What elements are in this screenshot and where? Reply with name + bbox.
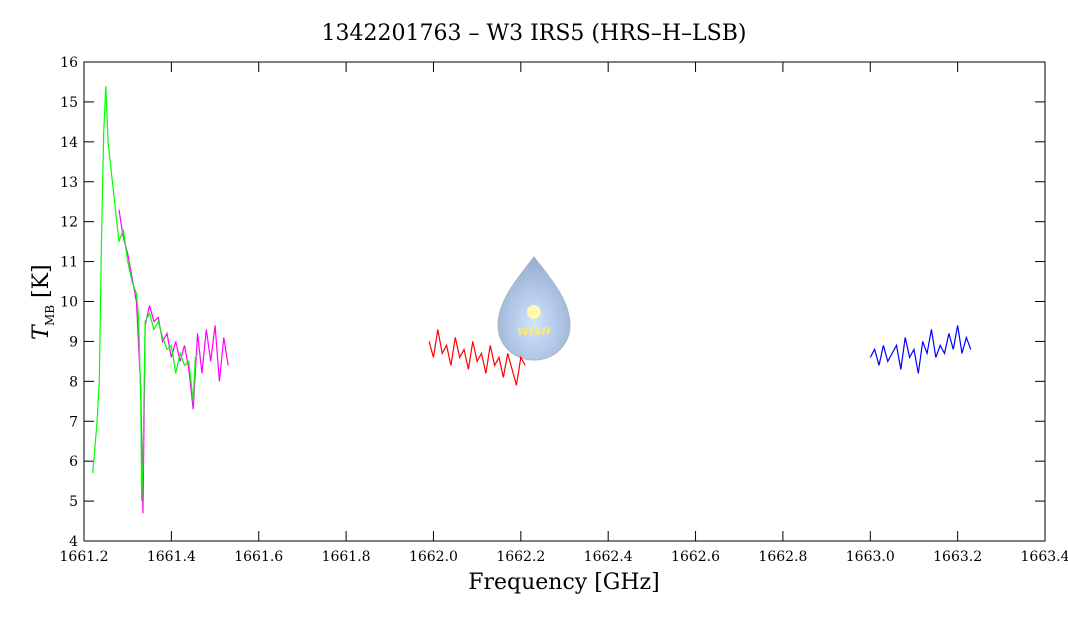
x-tick-label: 1661.8 bbox=[322, 549, 371, 565]
y-axis-label-sub: MB bbox=[43, 305, 57, 326]
chart-title: 1342201763 – W3 IRS5 (HRS–H–LSB) bbox=[322, 21, 747, 46]
y-tick-label: 7 bbox=[69, 414, 78, 430]
x-tick-label: 1663.4 bbox=[1021, 549, 1068, 565]
y-axis-label: T MB [K] bbox=[29, 264, 57, 340]
x-tick-label: 1662.4 bbox=[584, 549, 633, 565]
x-tick-label: 1663.0 bbox=[846, 549, 895, 565]
y-tick-label: 15 bbox=[60, 95, 78, 111]
x-axis-label: Frequency [GHz] bbox=[468, 570, 660, 595]
x-tick-label: 1661.4 bbox=[147, 549, 196, 565]
spectrum-line bbox=[118, 209, 229, 514]
spectrum-line bbox=[92, 85, 199, 502]
y-tick-label: 6 bbox=[69, 454, 78, 470]
logo-text: WISH bbox=[517, 325, 550, 338]
x-tick-label: 1661.2 bbox=[60, 549, 109, 565]
y-axis-label-unit: [K] bbox=[29, 264, 54, 298]
y-tick-label: 5 bbox=[69, 494, 78, 510]
y-tick-label: 4 bbox=[69, 534, 78, 550]
y-axis-label-main: T bbox=[29, 323, 54, 340]
x-tick-label: 1662.0 bbox=[409, 549, 458, 565]
x-tick-label: 1662.8 bbox=[758, 549, 807, 565]
y-tick-label: 8 bbox=[69, 374, 78, 390]
y-tick-label: 11 bbox=[60, 255, 78, 271]
x-tick-label: 1661.6 bbox=[234, 549, 283, 565]
y-tick-label: 9 bbox=[69, 334, 78, 350]
y-tick-label: 12 bbox=[60, 215, 78, 231]
y-tick-label: 13 bbox=[60, 175, 78, 191]
x-tick-label: 1662.2 bbox=[496, 549, 545, 565]
y-tick-label: 16 bbox=[60, 55, 78, 71]
spectrum-line bbox=[428, 329, 526, 386]
logo: WISH bbox=[497, 256, 571, 361]
y-tick-label: 14 bbox=[60, 135, 78, 151]
spectrum-line bbox=[869, 325, 972, 374]
x-tick-label: 1663.2 bbox=[933, 549, 982, 565]
x-tick-label: 1662.6 bbox=[671, 549, 720, 565]
y-tick-label: 10 bbox=[60, 295, 78, 311]
